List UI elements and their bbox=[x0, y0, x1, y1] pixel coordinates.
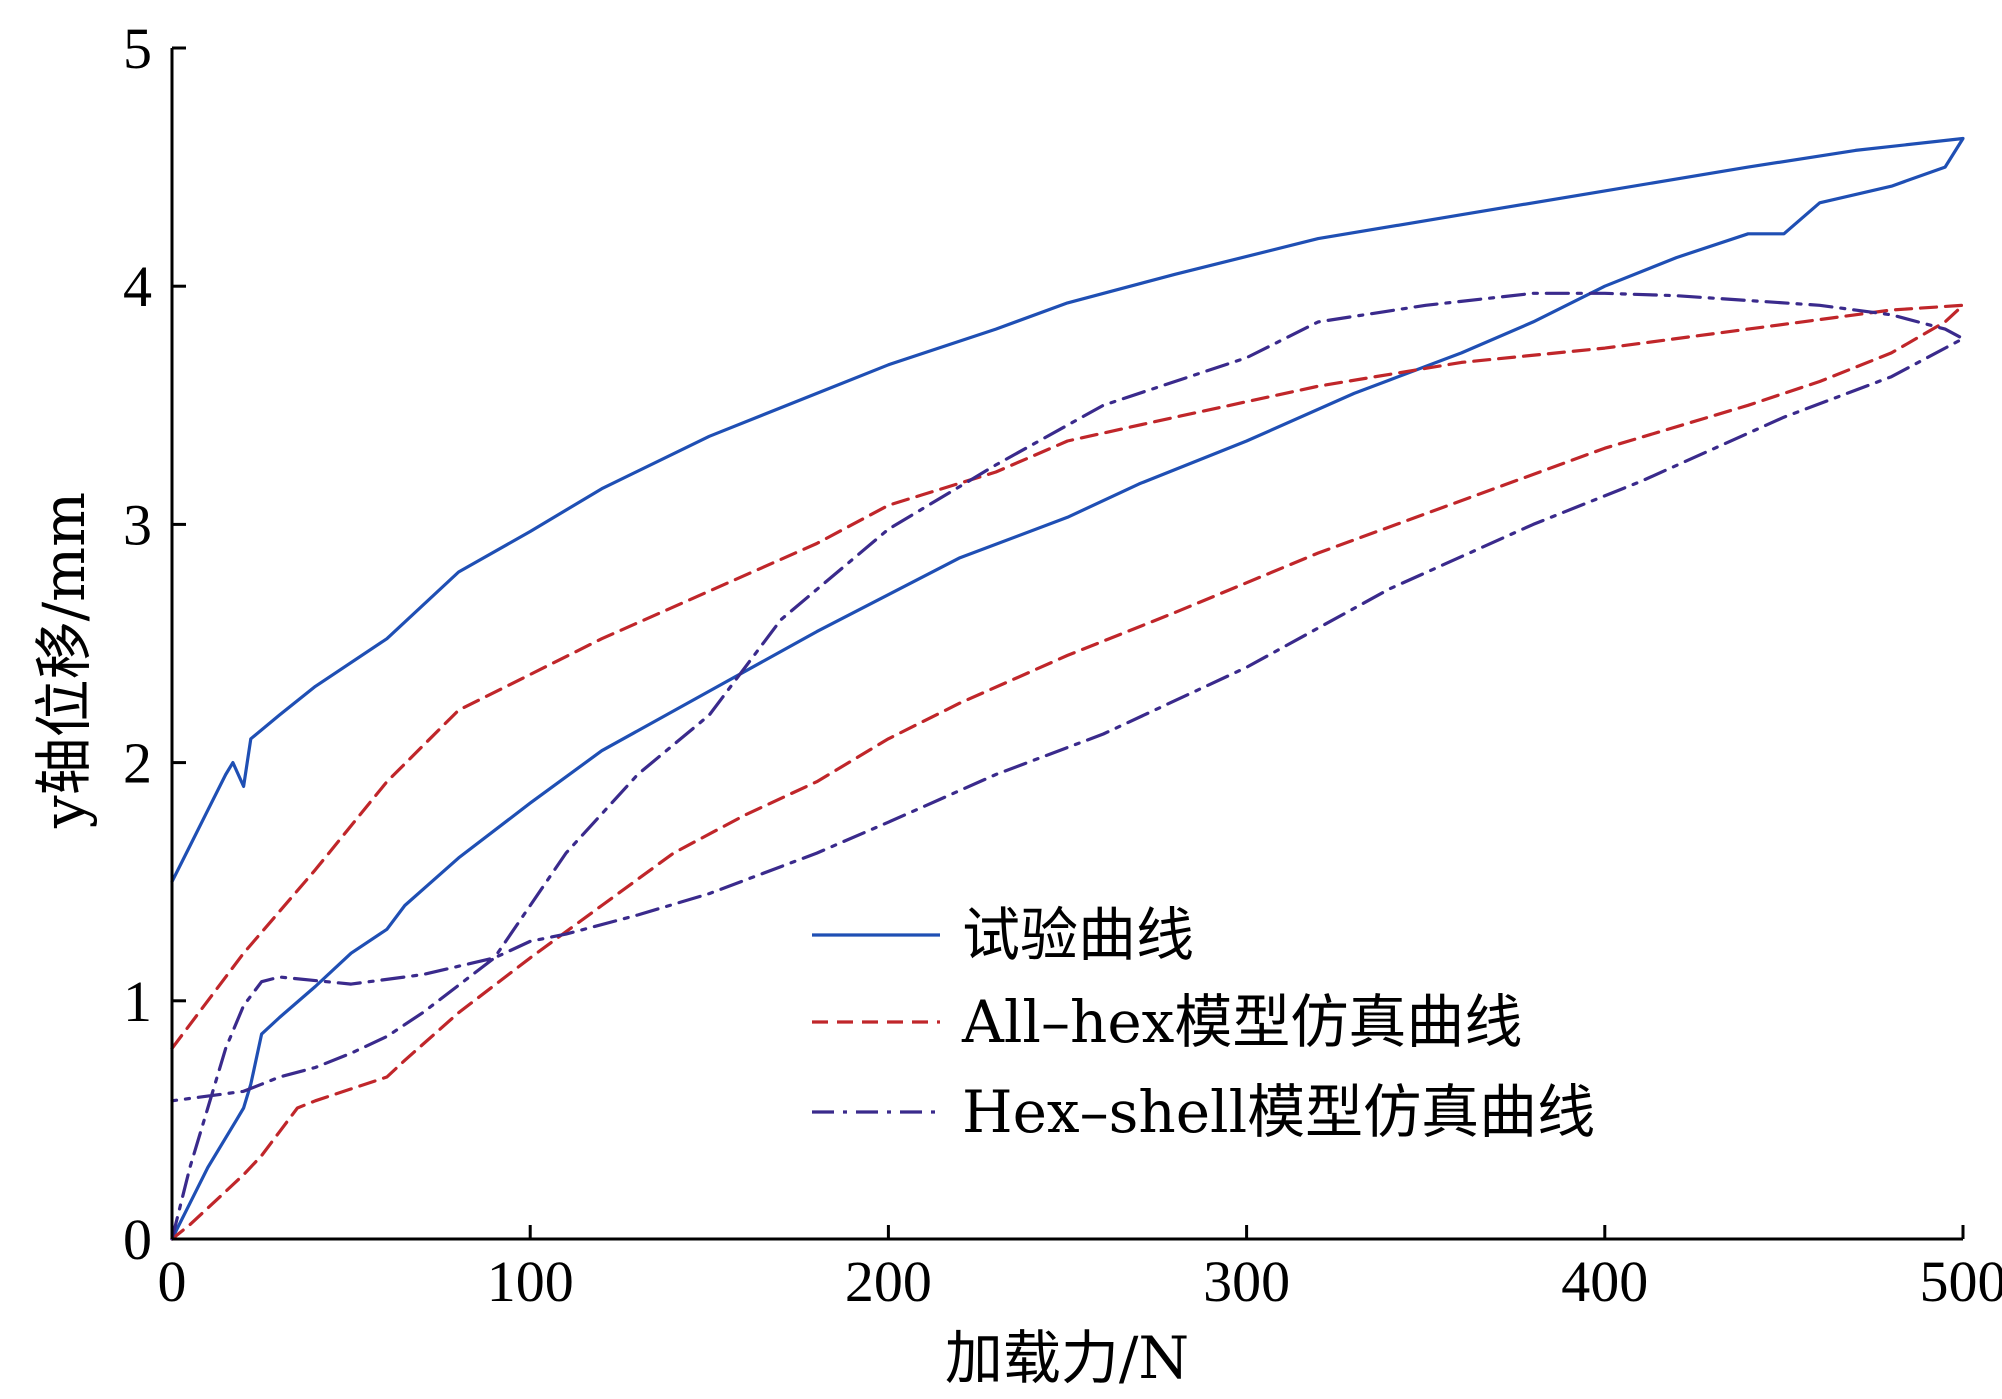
y-ticks: 0 1 2 3 4 5 bbox=[123, 16, 186, 1272]
y-tick-label: 2 bbox=[123, 731, 152, 796]
x-tick-label: 100 bbox=[487, 1249, 574, 1314]
y-tick-label: 1 bbox=[123, 969, 152, 1034]
plot-area bbox=[170, 136, 1965, 1241]
x-tick-label: 0 bbox=[158, 1249, 187, 1314]
series-line-0 bbox=[170, 136, 1965, 1241]
axes bbox=[170, 48, 1963, 1241]
x-tick-label: 500 bbox=[1920, 1249, 2002, 1314]
y-axis-title: y轴位移/mm bbox=[30, 492, 98, 829]
y-tick-label: 0 bbox=[123, 1207, 152, 1272]
x-tick-label: 400 bbox=[1561, 1249, 1648, 1314]
x-tick-label: 200 bbox=[845, 1249, 932, 1314]
y-tick-label: 5 bbox=[123, 16, 152, 81]
legend-label-1: All–hex模型仿真曲线 bbox=[961, 988, 1522, 1056]
legend-label-2: Hex–shell模型仿真曲线 bbox=[962, 1078, 1595, 1146]
y-tick-label: 3 bbox=[123, 492, 152, 557]
x-ticks: 0 100 200 300 400 500 bbox=[158, 1225, 2002, 1314]
y-tick-label: 4 bbox=[123, 254, 152, 319]
series-line-1 bbox=[170, 303, 1965, 1241]
legend-label-0: 试验曲线 bbox=[962, 901, 1194, 969]
x-tick-label: 300 bbox=[1203, 1249, 1290, 1314]
series-line-2 bbox=[170, 291, 1965, 1241]
x-axis-title: 加载力/N bbox=[945, 1324, 1189, 1392]
legend: 试验曲线 All–hex模型仿真曲线 Hex–shell模型仿真曲线 bbox=[812, 901, 1595, 1146]
